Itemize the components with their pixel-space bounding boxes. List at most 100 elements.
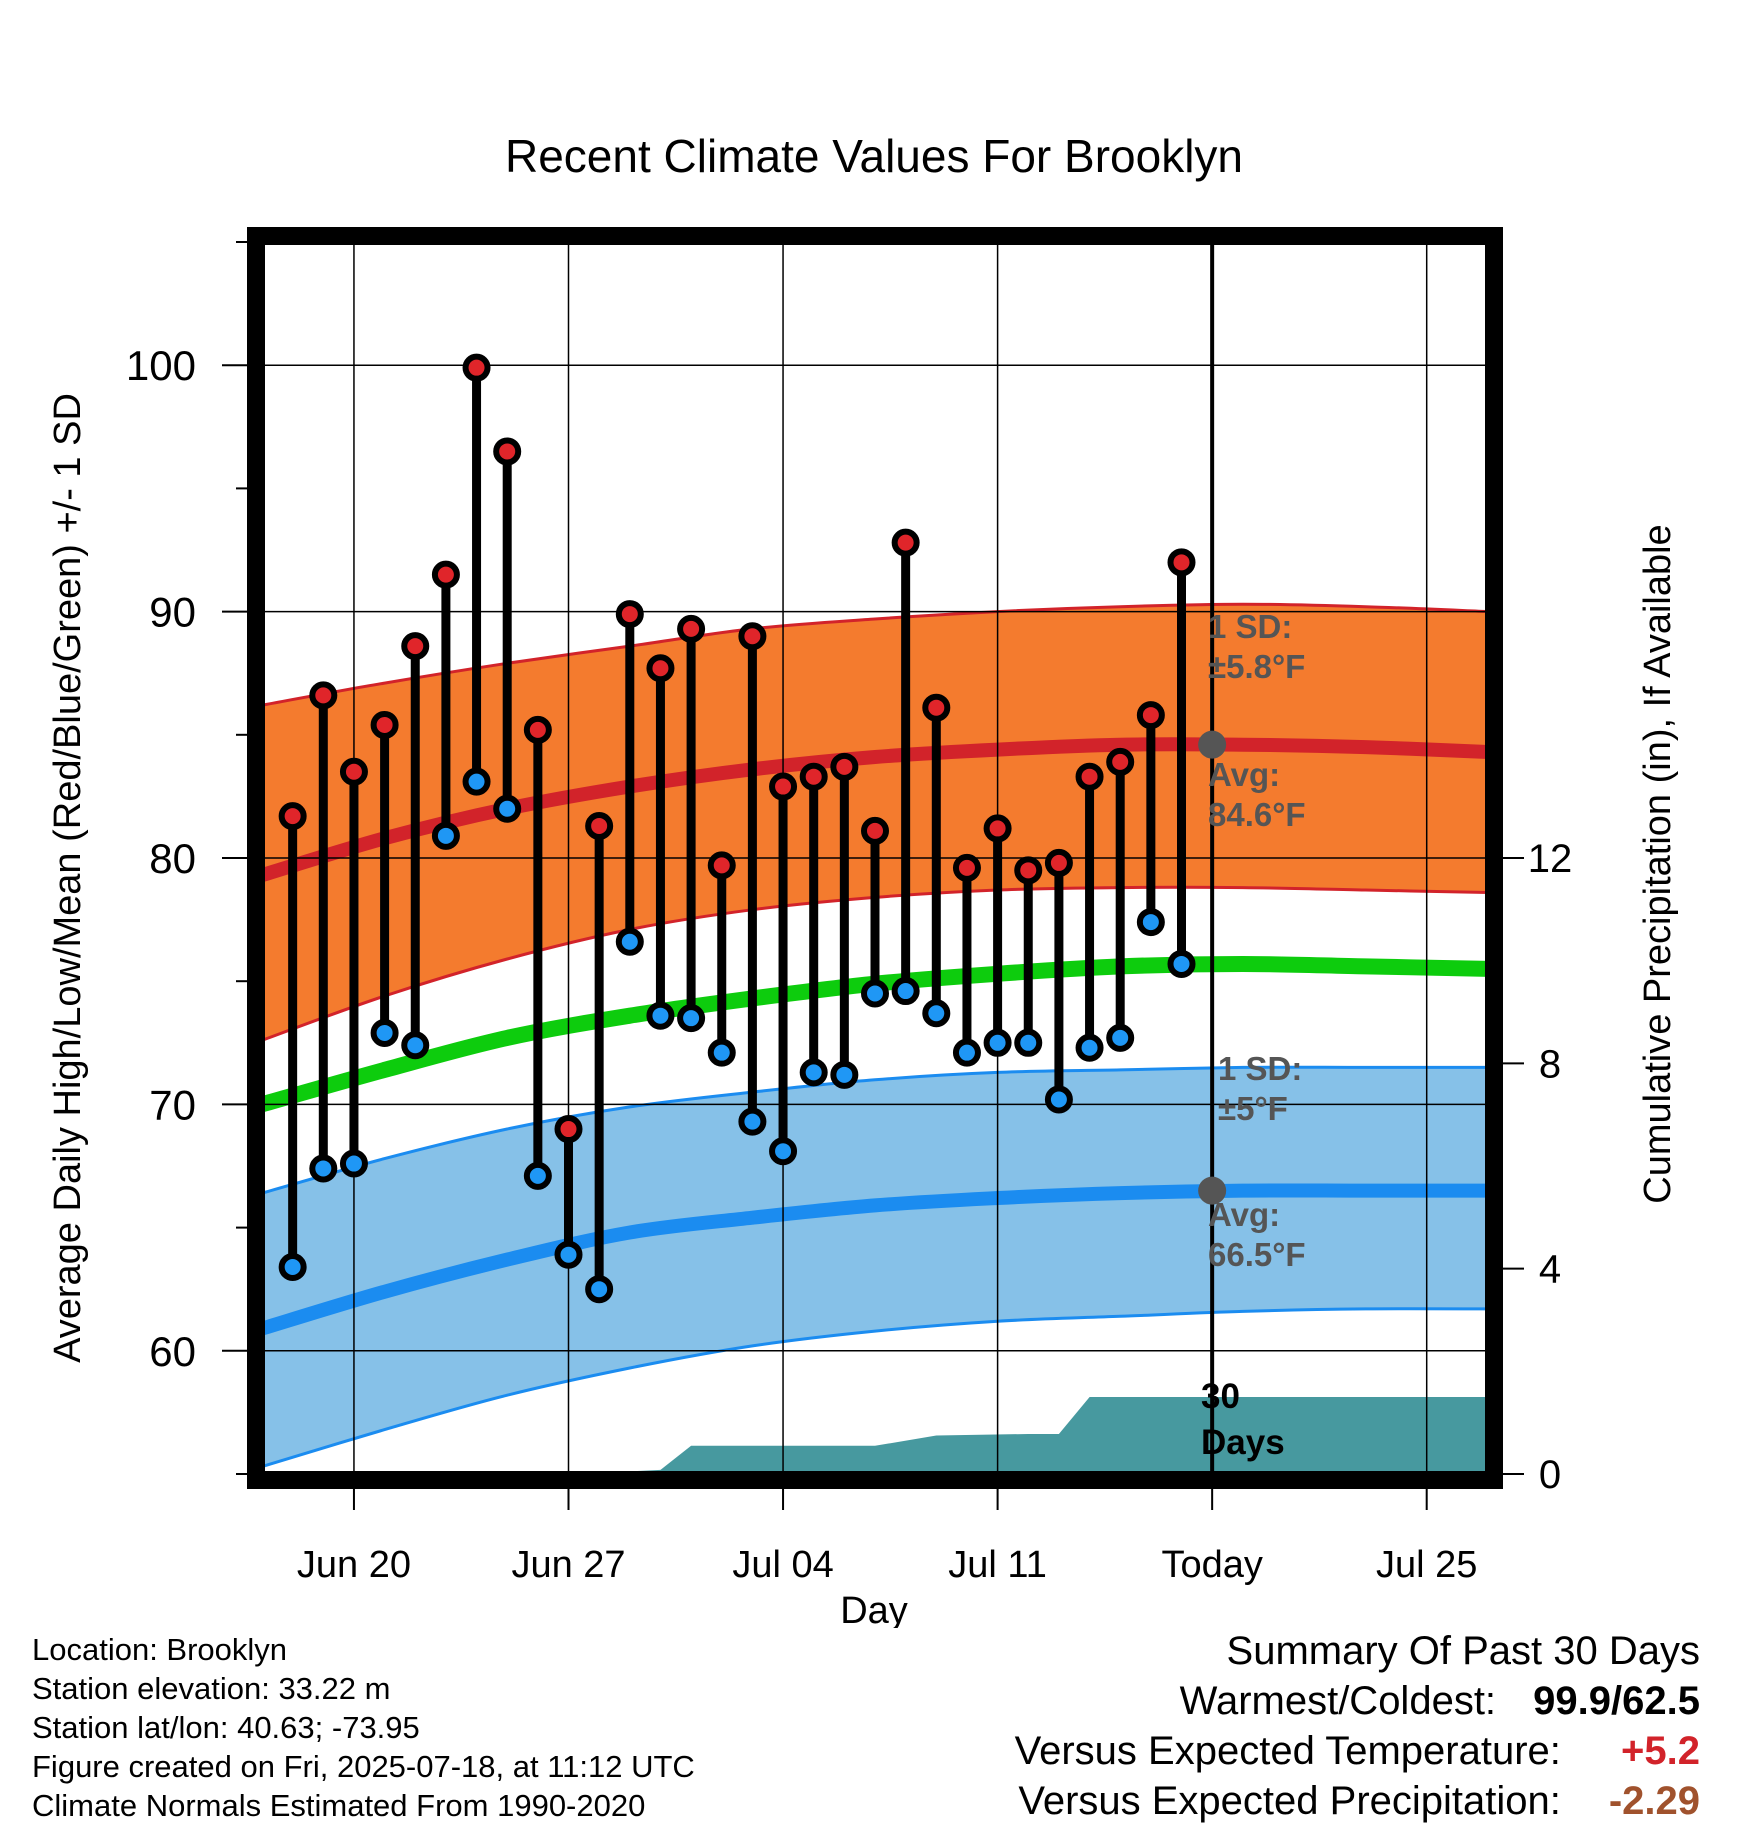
daily-high-point: [1136, 701, 1165, 730]
x-tick-label: Jun 20: [297, 1544, 411, 1586]
daily-high-point: [830, 752, 859, 781]
precip-departure-label: Versus Expected Precipitation:: [1018, 1779, 1561, 1823]
station-metadata: Location: Brooklyn Station elevation: 33…: [32, 1630, 695, 1825]
summary-warmest-coldest: Warmest/Coldest: 99.9/62.5: [1015, 1676, 1700, 1726]
daily-low-point: [1075, 1033, 1104, 1062]
temp-departure-label: Versus Expected Temperature:: [1014, 1729, 1561, 1773]
x-axis: Jun 20 Jun 27 Jul 04 Jul 11 Today Jul 25: [297, 1489, 1477, 1586]
high-avg-annotation-line: 84.6°F: [1208, 796, 1306, 833]
daily-high-point: [554, 1115, 583, 1144]
high-sd-annotation-line: 1 SD:: [1208, 608, 1292, 645]
daily-high-point: [615, 600, 644, 629]
plot-frame: [247, 227, 1503, 1489]
daily-high-point: [1075, 762, 1104, 791]
daily-low-point: [462, 767, 491, 796]
daily-low-point: [1014, 1028, 1043, 1057]
temp-departure-value: +5.2: [1621, 1729, 1700, 1773]
high-sd-annotation-line: ±5.8°F: [1208, 648, 1305, 685]
daily-high-point: [523, 715, 552, 744]
daily-high-point: [585, 811, 614, 840]
daily-low-point: [830, 1060, 859, 1089]
metadata-created: Figure created on Fri, 2025-07-18, at 11…: [32, 1749, 695, 1784]
daily-high-point: [891, 528, 920, 557]
daily-low-point: [339, 1149, 368, 1178]
x-tick-label: Jul 04: [732, 1544, 833, 1586]
summary-panel: Summary Of Past 30 Days Warmest/Coldest:…: [1015, 1626, 1700, 1826]
daily-low-point: [738, 1107, 767, 1136]
daily-low-point: [677, 1004, 706, 1033]
daily-low-point: [769, 1137, 798, 1166]
daily-high-point: [462, 353, 491, 382]
daily-high-point: [799, 762, 828, 791]
daily-low-point: [493, 794, 522, 823]
daily-high-point: [677, 614, 706, 643]
chart-title: Recent Climate Values For Brooklyn: [505, 130, 1243, 182]
low-avg-annotation-line: 66.5°F: [1208, 1236, 1306, 1273]
daily-low-point: [983, 1028, 1012, 1057]
high-sd-upper-line: [262, 602, 1488, 707]
daily-low-point: [615, 927, 644, 956]
precip-window-label: 30 Days: [1201, 1377, 1285, 1462]
low-sd-lower-line: [262, 1307, 1488, 1469]
daily-high-point: [952, 853, 981, 882]
daily-high-point: [738, 622, 767, 651]
y-tick-label: 90: [149, 589, 196, 636]
daily-low-point: [1106, 1023, 1135, 1052]
y-right-tick-label: 8: [1539, 1042, 1561, 1086]
summary-temperature: Versus Expected Temperature: +5.2: [1015, 1726, 1700, 1776]
observations: [278, 353, 1196, 1304]
y-tick-label: 70: [149, 1081, 196, 1128]
daily-high-point: [401, 632, 430, 661]
precip-window-label-line: Days: [1201, 1423, 1285, 1462]
low-sd-upper-line: [262, 1065, 1488, 1195]
x-tick-label: Jul 11: [948, 1544, 1047, 1586]
daily-low-point: [707, 1038, 736, 1067]
y-tick-label: 60: [149, 1328, 196, 1375]
daily-low-point: [1044, 1085, 1073, 1114]
daily-high-point: [431, 560, 460, 589]
y-right-tick-label: 0: [1539, 1453, 1561, 1497]
precip-departure-value: -2.29: [1608, 1779, 1700, 1823]
low-sd-annotation-line: 1 SD:: [1218, 1050, 1302, 1087]
x-tick-label: Jun 27: [511, 1544, 625, 1586]
daily-low-point: [554, 1240, 583, 1269]
daily-low-point: [1167, 949, 1196, 978]
daily-high-point: [861, 816, 889, 845]
daily-high-point: [339, 757, 368, 786]
x-tick-label: Jul 25: [1376, 1544, 1477, 1586]
y-tick-label: 100: [126, 342, 196, 389]
precip-window-label-line: 30: [1201, 1377, 1240, 1416]
daily-low-point: [370, 1018, 399, 1047]
metadata-elevation: Station elevation: 33.22 m: [32, 1671, 391, 1706]
low-sd-annotation-line: ±5°F: [1218, 1090, 1288, 1127]
low-normal-line: [262, 1183, 1488, 1336]
daily-high-point: [983, 814, 1012, 843]
y-tick-label: 80: [149, 835, 196, 882]
warmest-coldest-value: 99.9/62.5: [1533, 1679, 1700, 1723]
daily-high-point: [646, 654, 675, 683]
x-tick-label: Today: [1161, 1544, 1262, 1586]
daily-low-point: [309, 1154, 338, 1183]
daily-high-point: [1044, 848, 1073, 877]
y-axis-right-label: Cumulative Precipitation (in), If Availa…: [1637, 524, 1679, 1203]
daily-low-point: [431, 821, 460, 850]
daily-low-point: [585, 1275, 614, 1304]
daily-high-point: [493, 437, 522, 466]
high-avg-annotation-line: Avg:: [1208, 756, 1280, 793]
metadata-location: Location: Brooklyn: [32, 1632, 288, 1667]
high-avg-annotation: Avg: 84.6°F: [1208, 756, 1306, 833]
x-axis-label: Day: [840, 1590, 908, 1628]
y-right-tick-label: 4: [1539, 1248, 1561, 1292]
metadata-normals: Climate Normals Estimated From 1990-2020: [32, 1788, 646, 1823]
summary-precipitation: Versus Expected Precipitation: -2.29: [1015, 1776, 1700, 1826]
daily-high-point: [309, 681, 338, 710]
daily-high-point: [707, 851, 736, 880]
low-sd-annotation: 1 SD: ±5°F: [1218, 1050, 1302, 1127]
daily-high-point: [769, 772, 798, 801]
daily-high-point: [1014, 856, 1043, 885]
daily-low-point: [799, 1058, 828, 1087]
daily-low-point: [401, 1031, 430, 1060]
metadata-latlon: Station lat/lon: 40.63; -73.95: [32, 1710, 420, 1745]
low-avg-annotation-line: Avg:: [1208, 1196, 1280, 1233]
daily-high-point: [922, 693, 951, 722]
